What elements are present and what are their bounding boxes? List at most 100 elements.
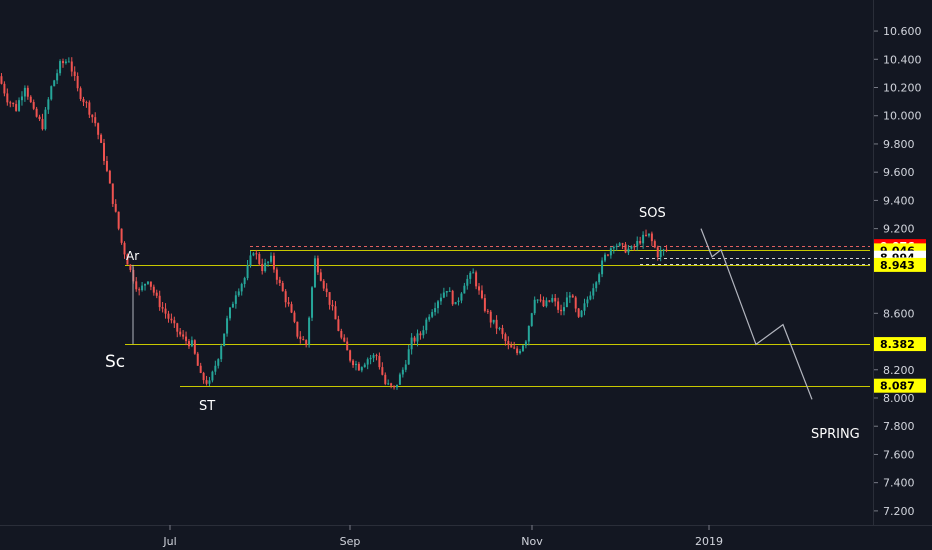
- candle-body: [155, 292, 158, 296]
- candle-body: [190, 340, 193, 347]
- candle-body: [527, 325, 530, 342]
- x-tick-label: Sep: [340, 535, 361, 548]
- candle-body: [319, 272, 322, 281]
- candle-body: [281, 283, 284, 292]
- candle-body: [26, 87, 29, 97]
- candle-body: [158, 295, 161, 308]
- candle-body: [554, 298, 557, 302]
- y-tick-label: 8.600: [883, 307, 915, 320]
- candle-body: [636, 240, 639, 247]
- candle-body: [187, 341, 190, 347]
- candle-body: [202, 372, 205, 381]
- candle-body: [434, 308, 437, 313]
- candle-body: [457, 300, 460, 303]
- candle-body: [419, 333, 422, 336]
- candle-body: [606, 254, 609, 256]
- candle-body: [363, 364, 366, 368]
- y-tick-label: 10.200: [883, 82, 922, 95]
- candles: [0, 57, 668, 390]
- candle-body: [211, 371, 214, 381]
- candle-body: [261, 263, 264, 272]
- candle-body: [316, 258, 319, 273]
- candle-body: [299, 336, 302, 340]
- annotation-ar: Ar: [126, 249, 139, 263]
- candle-body: [176, 323, 179, 332]
- candle-body: [275, 269, 278, 280]
- candle-body: [9, 102, 12, 104]
- candle-body: [129, 264, 132, 270]
- projection-line: [700, 228, 813, 400]
- candle-body: [0, 76, 3, 84]
- candle-body: [103, 142, 106, 161]
- candle-body: [407, 349, 410, 365]
- candle-body: [375, 355, 378, 357]
- candle-body: [334, 306, 337, 320]
- candle-body: [586, 299, 589, 304]
- candle-body: [108, 170, 111, 184]
- candle-body: [328, 292, 331, 305]
- candle-body: [20, 96, 23, 101]
- candle-body: [343, 337, 346, 342]
- candle-body: [393, 385, 396, 388]
- candle-body: [551, 298, 554, 302]
- x-tick-label: Nov: [521, 535, 543, 548]
- candle-body: [144, 283, 147, 286]
- y-tick-label: 7.400: [883, 477, 915, 490]
- candle-body: [562, 307, 565, 312]
- annotation-st: ST: [199, 399, 215, 414]
- candle-body: [267, 261, 270, 263]
- candle-body: [111, 183, 114, 204]
- candle-body: [454, 302, 457, 305]
- candle-body: [226, 318, 229, 334]
- candle-body: [117, 211, 120, 229]
- candle-body: [88, 102, 91, 115]
- candle-body: [510, 345, 513, 348]
- candle-body: [354, 363, 357, 366]
- candle-body: [141, 285, 144, 291]
- candle-body: [82, 99, 85, 103]
- candle-body: [574, 297, 577, 309]
- candle-body: [568, 295, 571, 298]
- x-tick-label: 2019: [695, 535, 723, 548]
- candle-body: [642, 234, 645, 244]
- candle-body: [560, 309, 563, 312]
- candle-body: [428, 316, 431, 320]
- candle-body: [293, 312, 296, 322]
- candle-body: [35, 108, 38, 117]
- candle-body: [73, 71, 76, 77]
- candle-body: [630, 246, 633, 249]
- candle-body: [357, 363, 360, 371]
- candle-body: [85, 102, 88, 104]
- candle-body: [378, 355, 381, 368]
- candle-body: [120, 228, 123, 243]
- candle-body: [146, 281, 149, 284]
- candle-body: [29, 96, 32, 103]
- candle-body: [284, 291, 287, 303]
- candle-body: [237, 291, 240, 296]
- candle-body: [516, 348, 519, 354]
- candle-body: [589, 295, 592, 300]
- candle-body: [437, 301, 440, 309]
- candle-body: [205, 380, 208, 384]
- candle-body: [313, 258, 316, 288]
- candle-body: [311, 287, 314, 318]
- candle-body: [161, 307, 164, 309]
- candle-body: [486, 310, 489, 312]
- candle-body: [149, 281, 152, 287]
- candle-body: [612, 246, 615, 249]
- candle-body: [583, 303, 586, 311]
- candle-body: [123, 242, 126, 255]
- candle-body: [416, 333, 419, 342]
- candle-body: [173, 320, 176, 324]
- candle-body: [50, 86, 53, 100]
- candle-body: [170, 318, 173, 321]
- candle-body: [59, 61, 62, 74]
- candle-body: [633, 246, 636, 248]
- candle-body: [325, 288, 328, 293]
- x-axis: Jul Sep Nov 2019: [162, 525, 723, 548]
- candle-body: [234, 295, 237, 304]
- candle-body: [601, 260, 604, 275]
- candle-body: [442, 292, 445, 298]
